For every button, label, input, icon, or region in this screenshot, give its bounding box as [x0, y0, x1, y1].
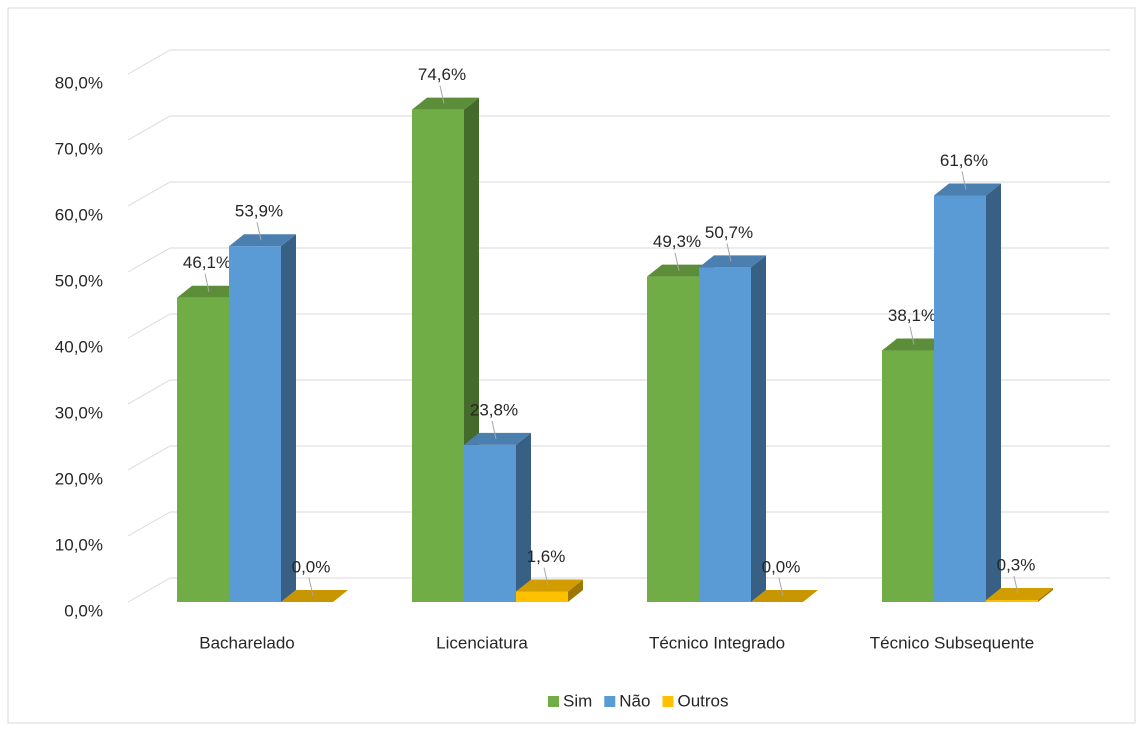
bar-face: [464, 432, 531, 445]
legend-swatch: [604, 696, 616, 707]
bar-face: [647, 276, 699, 602]
data-label: 0,0%: [292, 557, 331, 576]
y-tick-label: 20,0%: [55, 469, 103, 488]
leader-line: [439, 85, 445, 104]
legend-swatch: [662, 696, 674, 707]
data-label: 50,7%: [705, 223, 753, 242]
leader-line: [308, 577, 314, 597]
data-label: 1,6%: [527, 547, 566, 566]
bar: [699, 255, 766, 602]
bar: [516, 579, 583, 602]
grid-line-side: [127, 445, 171, 471]
data-label: 53,9%: [235, 202, 283, 221]
x-tick-label: Técnico Subsequente: [870, 633, 1034, 652]
grid-line-side: [127, 247, 171, 273]
bar-face: [934, 195, 986, 602]
y-tick-label: 10,0%: [55, 535, 103, 554]
data-label: 61,6%: [940, 151, 988, 170]
legend-label: Não: [619, 691, 650, 710]
grid-line-side: [127, 313, 171, 339]
bar: [751, 590, 818, 602]
bar-face: [229, 234, 296, 247]
data-label: 0,3%: [997, 556, 1036, 575]
bar-face: [882, 350, 934, 602]
legend-swatch: [548, 696, 559, 707]
bar-face: [699, 267, 751, 602]
bar-face: [281, 234, 296, 602]
leader-line: [778, 577, 784, 597]
grid-line-side: [127, 115, 171, 141]
grid-line-side: [127, 577, 171, 603]
bar-face: [986, 183, 1001, 602]
bar-face: [751, 255, 766, 602]
x-tick-label: Licenciatura: [436, 633, 528, 652]
bar-face: [986, 588, 1053, 601]
x-tick-label: Técnico Integrado: [649, 633, 785, 652]
leader-line: [909, 326, 915, 345]
y-tick-label: 80,0%: [55, 73, 103, 92]
bar: [934, 183, 1001, 602]
grid-line-side: [127, 379, 171, 405]
bar: [281, 590, 348, 602]
bar-face: [751, 590, 818, 602]
leader-line: [726, 243, 732, 262]
y-tick-label: 60,0%: [55, 205, 103, 224]
bar-face: [412, 97, 479, 110]
data-label: 38,1%: [888, 306, 936, 325]
bar-face: [986, 600, 1038, 602]
legend-label: Outros: [677, 691, 728, 710]
leader-line: [491, 420, 497, 440]
leader-line: [204, 273, 210, 292]
data-label: 49,3%: [653, 232, 701, 251]
leader-line: [961, 171, 967, 190]
bar: [412, 97, 479, 602]
grid-line-side: [127, 181, 171, 207]
bar-face: [464, 444, 516, 602]
leader-line: [674, 252, 680, 271]
bar-face: [934, 183, 1001, 196]
bar-face: [516, 432, 531, 602]
leader-line: [256, 222, 262, 241]
leader-line: [543, 567, 549, 586]
bar-face: [1038, 588, 1053, 602]
bar-face: [412, 109, 464, 602]
bar-face: [281, 590, 348, 602]
bar-face: [177, 297, 229, 602]
y-tick-label: 50,0%: [55, 271, 103, 290]
bar-face: [647, 264, 714, 277]
bar: [986, 588, 1053, 602]
x-tick-label: Bacharelado: [199, 633, 294, 652]
bar-face: [882, 338, 949, 351]
grid-line-side: [127, 511, 171, 537]
y-tick-label: 0,0%: [64, 601, 103, 620]
bar-face: [229, 246, 281, 602]
data-label: 46,1%: [183, 253, 231, 272]
y-tick-label: 40,0%: [55, 337, 103, 356]
y-tick-label: 70,0%: [55, 139, 103, 158]
bar-face: [516, 579, 583, 592]
data-label: 74,6%: [418, 65, 466, 84]
bar: [229, 234, 296, 602]
bar-face: [699, 255, 766, 268]
bar-face: [177, 285, 244, 298]
grid-line-side: [127, 49, 171, 75]
data-label: 23,8%: [470, 400, 518, 419]
legend-label: Sim: [563, 691, 592, 710]
y-tick-label: 30,0%: [55, 403, 103, 422]
bar-face: [568, 579, 583, 602]
data-label: 0,0%: [762, 557, 801, 576]
leader-line: [1013, 575, 1019, 595]
bar-face: [516, 591, 568, 602]
bar: [464, 432, 531, 602]
